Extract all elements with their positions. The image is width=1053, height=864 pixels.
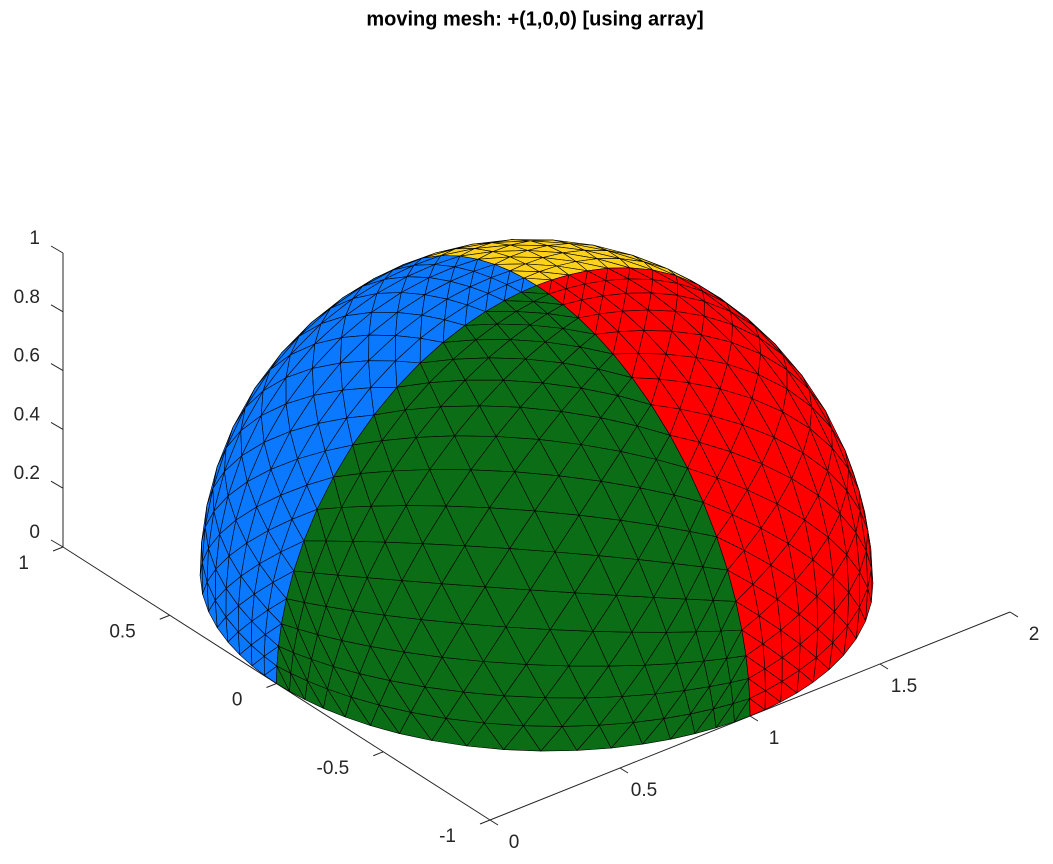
z-tick bbox=[50, 539, 64, 548]
y-tick-label: 0.5 bbox=[109, 621, 135, 642]
y-tick bbox=[52, 546, 64, 552]
mesh-face bbox=[529, 551, 576, 594]
y-tick-label: 0 bbox=[232, 690, 243, 711]
x-tick-label: 1 bbox=[769, 728, 780, 749]
z-tick-label: 0.6 bbox=[14, 346, 40, 367]
z-tick bbox=[50, 304, 64, 313]
x-tick bbox=[619, 767, 629, 774]
z-tick bbox=[50, 245, 64, 254]
x-tick-label: 2 bbox=[1029, 624, 1040, 645]
y-tick-label: -0.5 bbox=[317, 758, 350, 779]
y-tick bbox=[266, 683, 277, 688]
y-tick bbox=[373, 751, 384, 757]
y-tick bbox=[479, 819, 491, 825]
x-tick bbox=[1009, 611, 1019, 618]
z-tick bbox=[50, 363, 64, 372]
z-tick-label: 0.2 bbox=[14, 463, 40, 484]
x-tick bbox=[879, 663, 889, 670]
y-tick-label: -1 bbox=[439, 826, 456, 847]
x-tick-label: 1.5 bbox=[891, 676, 917, 697]
z-tick bbox=[50, 421, 64, 430]
chart-title: moving mesh: +(1,0,0) [using array] bbox=[366, 8, 703, 30]
z-tick bbox=[50, 480, 64, 489]
z-tick-label: 1 bbox=[29, 228, 40, 249]
x-tick bbox=[489, 819, 499, 826]
y-tick bbox=[159, 614, 170, 620]
y-tick-label: 1 bbox=[18, 553, 29, 574]
z-tick-label: 0.8 bbox=[14, 287, 40, 308]
z-tick-label: 0.4 bbox=[14, 404, 41, 425]
z-tick-label: 0 bbox=[29, 522, 40, 543]
x-tick-label: 0 bbox=[509, 832, 520, 853]
x-tick-label: 0.5 bbox=[631, 780, 657, 801]
x-tick bbox=[749, 715, 759, 722]
